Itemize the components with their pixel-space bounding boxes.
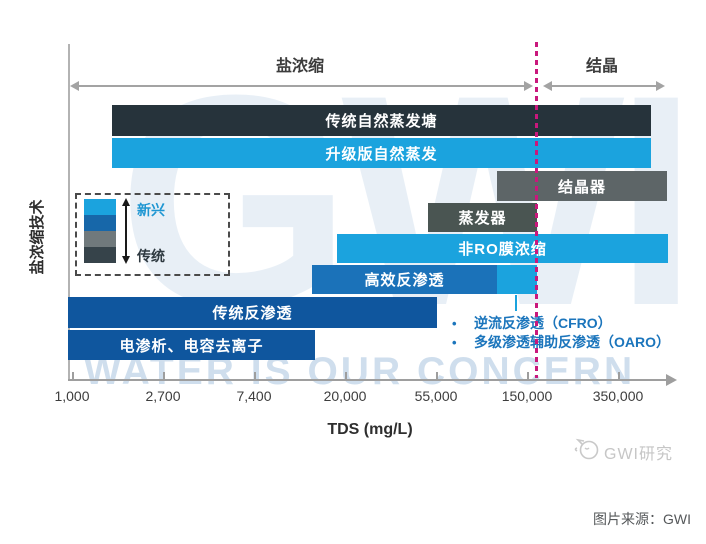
x-tick-label: 20,000: [323, 388, 367, 404]
phase-divider-dashed-line: [535, 42, 538, 378]
x-tick: [345, 372, 347, 380]
bar-traditional-evaporation-pond: 传统自然蒸发塘: [112, 105, 651, 136]
x-tick: [72, 372, 74, 380]
legend-arrow-down-icon: [122, 256, 130, 264]
callout-item-oaro: • 多级渗透辅助反渗透（OARO）: [452, 332, 670, 352]
x-tick-label: 2,700: [145, 388, 181, 404]
legend-label-traditional: 传统: [137, 248, 165, 264]
legend-arrow-line: [125, 205, 127, 257]
x-tick: [163, 372, 165, 380]
bar-high-efficiency-ro-extension: [497, 265, 537, 294]
bar-high-efficiency-ro: 高效反渗透: [312, 265, 497, 294]
x-tick: [618, 372, 620, 380]
phase-arrow-right-head-start: [543, 81, 552, 91]
gwi-mascot-icon: [572, 436, 602, 467]
x-tick: [436, 372, 438, 380]
legend-box: [75, 193, 230, 276]
phase-arrow-left-line: [78, 85, 527, 87]
bar-label: 结晶器: [557, 178, 606, 196]
bar-traditional-ro: 传统反渗透: [68, 297, 437, 328]
phase-arrow-left-head-end: [524, 81, 533, 91]
y-axis-line: [68, 44, 70, 380]
bar-electrodialysis-cdi: 电渗析、电容去离子: [68, 330, 315, 360]
x-axis-arrow-icon: [666, 374, 677, 386]
legend-label-emerging: 新兴: [137, 202, 165, 218]
phase-arrow-left-head-start: [70, 81, 79, 91]
image-source-caption: 图片来源：GWI: [593, 511, 691, 527]
legend-swatch-traditional: [84, 247, 116, 263]
bar-label: 传统反渗透: [212, 305, 293, 322]
bar-label: 电渗析、电容去离子: [119, 337, 264, 355]
y-axis-title: 盐浓缩技术: [29, 199, 46, 275]
bar-crystallizer: 结晶器: [497, 171, 667, 201]
bar-label: 非RO膜浓缩: [458, 241, 547, 258]
legend-swatch-emerging: [84, 199, 116, 215]
phase-label-crystallization: 结晶: [585, 58, 618, 75]
x-axis-line: [68, 379, 668, 381]
gwi-research-watermark: GWI研究: [604, 446, 673, 463]
callout-text: 多级渗透辅助反渗透（OARO）: [474, 334, 670, 350]
phase-arrow-right-head-end: [656, 81, 665, 91]
callout-item-cfro: • 逆流反渗透（CFRO）: [452, 313, 612, 333]
bar-non-ro-membrane: 非RO膜浓缩: [337, 234, 668, 263]
x-tick-label: 7,400: [236, 388, 272, 404]
legend-swatch: [84, 215, 116, 231]
bar-label: 蒸发器: [458, 210, 507, 227]
bar-label: 升级版自然蒸发: [325, 145, 438, 163]
x-axis-title: TDS (mg/L): [327, 421, 413, 438]
x-tick-label: 1,000: [54, 388, 90, 404]
bar-upgraded-natural-evaporation: 升级版自然蒸发: [112, 138, 651, 168]
bullet-icon: •: [452, 335, 457, 350]
phase-arrow-right-line: [551, 85, 658, 87]
bar-evaporator: 蒸发器: [428, 203, 537, 232]
x-tick-label: 55,000: [414, 388, 458, 404]
legend-arrow-up-icon: [122, 198, 130, 206]
legend-swatch: [84, 231, 116, 247]
x-tick-label: 150,000: [501, 388, 553, 404]
phase-label-concentration: 盐浓缩: [275, 58, 324, 75]
bar-label: 高效反渗透: [364, 272, 445, 289]
bullet-icon: •: [452, 316, 457, 331]
bar-label: 传统自然蒸发塘: [325, 113, 438, 130]
x-tick: [527, 372, 529, 380]
callout-leader-line: [515, 295, 517, 311]
callout-text: 逆流反渗透（CFRO）: [474, 315, 612, 331]
x-tick-label: 350,000: [592, 388, 644, 404]
x-tick: [254, 372, 256, 380]
